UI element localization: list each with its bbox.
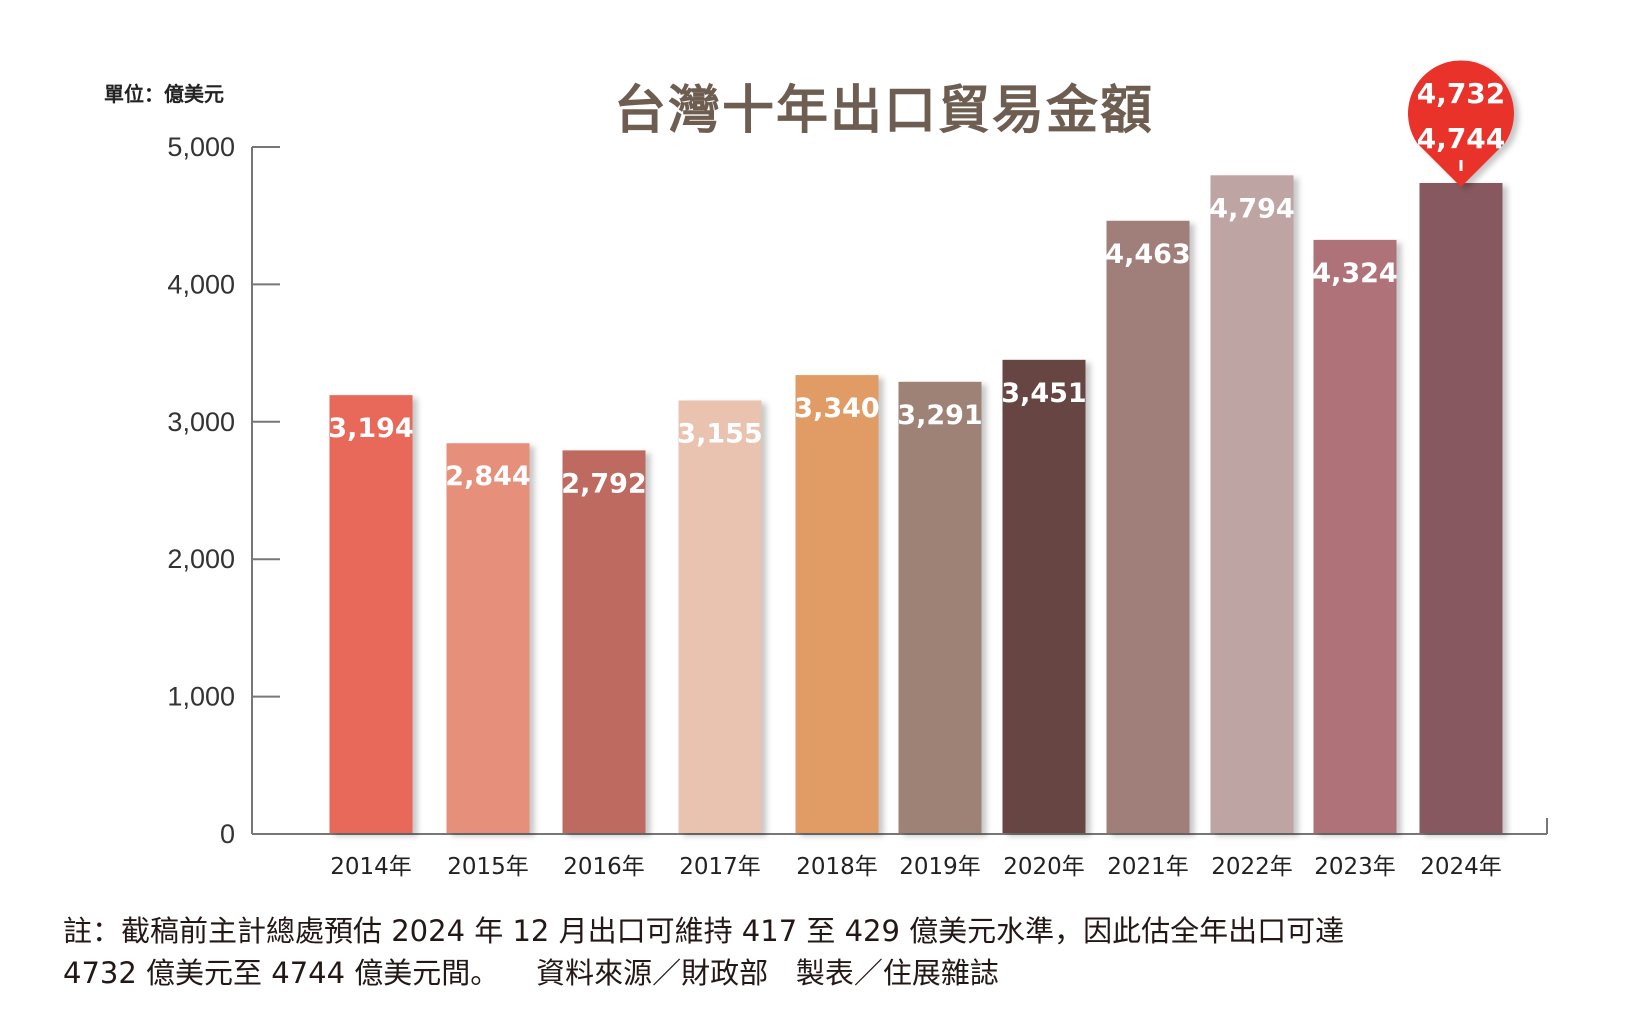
data-label: 3,291 [897, 400, 982, 431]
data-label: 3,194 [328, 413, 413, 444]
y-tick-label: 2,000 [167, 544, 235, 574]
data-label: 2,792 [561, 468, 646, 499]
source: 資料來源／財政部 [536, 956, 769, 990]
footnote-line1: 註：截稿前主計總處預估 2024 年 12 月出口可維持 417 至 429 億… [63, 914, 1345, 948]
bar-2023年 [1313, 239, 1397, 834]
x-tick-label: 2023年 [1314, 854, 1396, 880]
x-tick-label: 2016年 [563, 854, 645, 880]
data-label: 4,794 [1209, 193, 1294, 224]
data-label: 3,155 [677, 419, 762, 450]
bar-2020年 [1002, 359, 1086, 833]
x-tick-label: 2019年 [899, 854, 981, 880]
chart-title: 台灣十年出口貿易金額 [613, 80, 1154, 141]
bar-2017年 [678, 400, 762, 833]
x-tick-label: 2021年 [1107, 854, 1189, 880]
x-tick-label: 2020年 [1003, 854, 1085, 880]
data-label: 4,324 [1312, 258, 1397, 289]
x-tick-label: 2014年 [330, 854, 412, 880]
data-label: 4,463 [1105, 239, 1190, 270]
y-tick-label: 3,000 [167, 407, 235, 437]
data-label: 3,451 [1001, 378, 1086, 409]
y-tick-label: 5,000 [167, 132, 235, 162]
x-tick-label: 2024年 [1420, 854, 1502, 880]
estimate-label: 4,744 [1417, 122, 1506, 155]
footnote: 註：截稿前主計總處預估 2024 年 12 月出口可維持 417 至 429 億… [63, 910, 1623, 994]
y-tick-label: 0 [220, 819, 235, 849]
bar-2016年 [562, 450, 646, 833]
credit: 製表／住展雜誌 [795, 956, 999, 990]
y-tick-label: 1,000 [167, 682, 235, 712]
estimate-pin-marker [1408, 60, 1515, 187]
estimate-label: 4,732 [1417, 77, 1506, 110]
x-tick-label: 2022年 [1211, 854, 1293, 880]
bar-chart: 0 1,000 2,000 3,000 4,000 5,000 3,194 2014年 2,84… [167, 60, 1548, 880]
bar-2021年 [1106, 220, 1190, 833]
bar-2019年 [898, 381, 982, 833]
unit-label: 單位：億美元 [104, 82, 224, 106]
bar-2014年 [329, 395, 413, 833]
x-tick-label: 2015年 [447, 854, 529, 880]
x-tick-label: 2018年 [796, 854, 878, 880]
x-tick-label: 2017年 [679, 854, 761, 880]
bar-2018年 [795, 375, 879, 833]
data-label: 2,844 [445, 461, 530, 492]
y-tick-label: 4,000 [167, 269, 235, 299]
footnote-line2: 4732 億美元至 4744 億美元間。 [63, 956, 500, 990]
data-label: 3,340 [794, 393, 879, 424]
bar-2015年 [446, 443, 530, 833]
bar-2024年 [1419, 182, 1503, 834]
bar-2022年 [1210, 175, 1294, 834]
